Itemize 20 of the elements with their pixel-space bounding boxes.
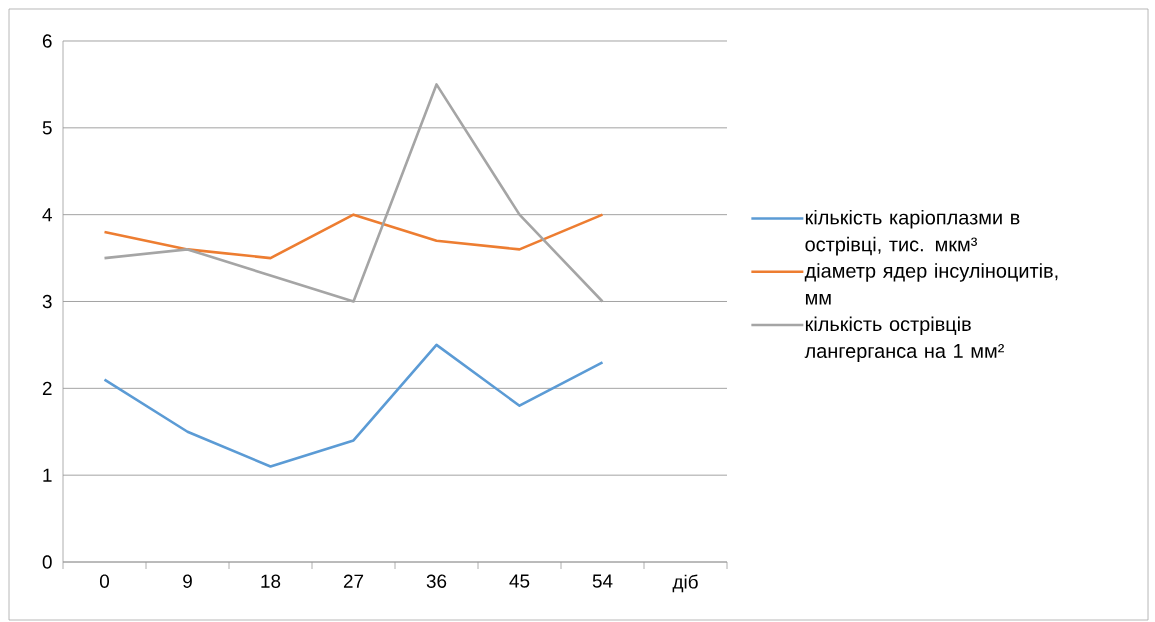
- x-tick-label: 27: [343, 574, 364, 588]
- line-series: [103, 343, 604, 468]
- y-tick-label: 0: [42, 555, 52, 569]
- y-tick-label: 4: [42, 208, 52, 222]
- y-tick-label: 1: [43, 468, 52, 482]
- y-tick-label: 6: [42, 34, 52, 48]
- x-tick-label: 0: [99, 574, 110, 588]
- y-tick-label: 2: [42, 381, 52, 395]
- x-tick-label: 9: [183, 574, 192, 588]
- x-tick-label: діб: [672, 574, 698, 593]
- y-tick-label: 3: [42, 294, 52, 309]
- y-tick-label: 5: [42, 121, 52, 135]
- x-tick-label: 45: [509, 574, 530, 588]
- x-tick-label: 36: [426, 574, 447, 588]
- legend-label: діаметр ядер інсуліноцитів, мм: [804, 263, 1058, 305]
- x-tick-label: 54: [592, 574, 613, 588]
- x-tick-label: 18: [261, 574, 281, 588]
- legend-label: кількість острівців лангерганса на 1 мм²: [804, 316, 1004, 362]
- line-series: [103, 213, 604, 260]
- line-series: [103, 83, 604, 303]
